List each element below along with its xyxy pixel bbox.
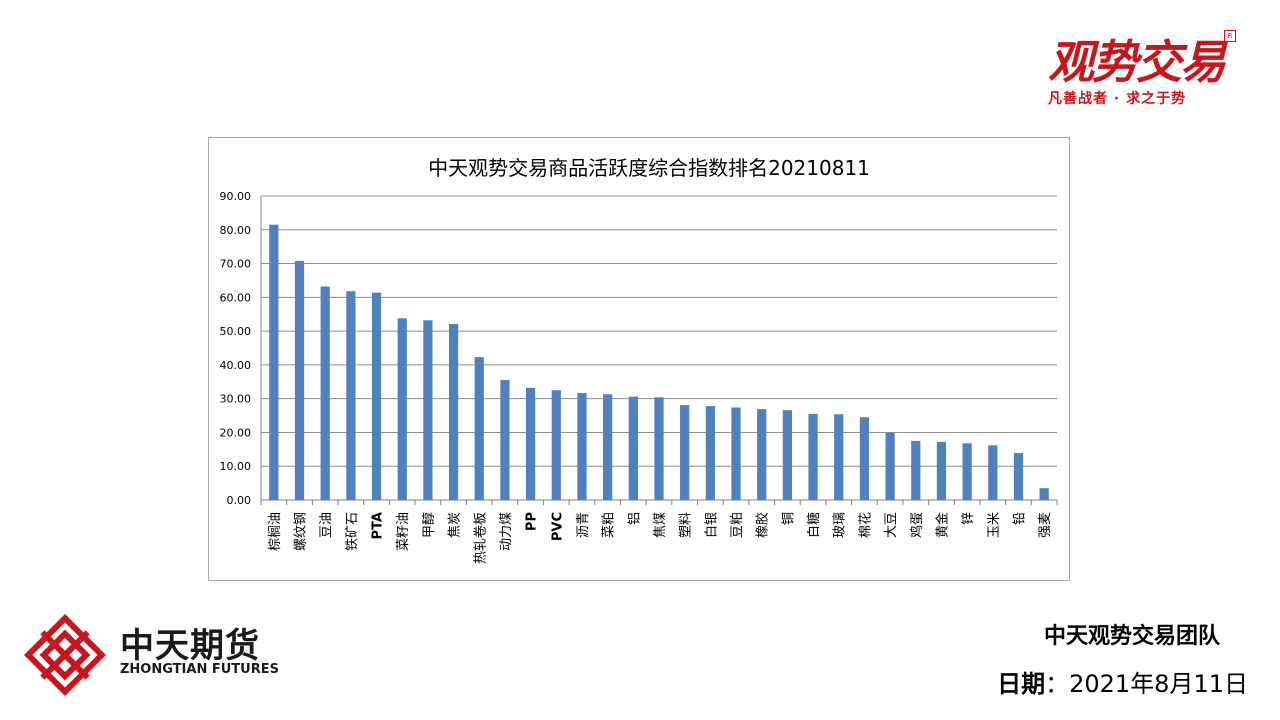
y-tick-label: 0.00: [227, 494, 252, 507]
bar: [628, 396, 638, 500]
x-tick-label: PTA: [371, 512, 386, 539]
bar: [1039, 488, 1049, 500]
bar: [500, 380, 510, 500]
bar: [757, 409, 767, 500]
bar: [269, 224, 279, 500]
x-tick-label: 铜: [781, 512, 796, 525]
bar: [448, 324, 459, 500]
bar: [1013, 453, 1024, 500]
x-tick-label: 热轧卷板: [472, 512, 488, 564]
bar: [294, 260, 305, 500]
bar: [577, 392, 587, 500]
y-tick-label: 20.00: [220, 426, 252, 439]
bar: [808, 413, 818, 500]
x-tick-label: 豆粕: [730, 512, 745, 538]
bar: [680, 405, 690, 500]
bar: [782, 410, 793, 500]
bar: [962, 443, 972, 500]
brand-logo: 观势交易 R 凡善战者 · 求之于势: [1040, 24, 1250, 114]
bar: [603, 394, 613, 500]
x-tick-label: 菜籽油: [396, 512, 411, 551]
x-tick-label: PVC: [550, 512, 565, 541]
x-tick-label: 强麦: [1038, 512, 1053, 538]
bar: [859, 417, 870, 500]
bar: [834, 414, 844, 500]
y-tick-label: 70.00: [220, 258, 252, 271]
chart-title: 中天观势交易商品活跃度综合指数排名20210811: [428, 156, 870, 180]
x-tick-label: 棕榈油: [268, 512, 283, 551]
x-tick-label: 焦炭: [448, 512, 463, 538]
bar: [936, 441, 947, 500]
y-tick-label: 80.00: [220, 224, 252, 237]
y-tick-label: 50.00: [220, 325, 252, 338]
company-name-en: ZHONGTIAN FUTURES: [120, 662, 279, 677]
x-tick-label: 焦煤: [653, 512, 668, 538]
x-tick-label: PP: [525, 512, 540, 531]
company-emblem-icon: [23, 613, 107, 697]
bar: [551, 390, 561, 500]
bar: [654, 397, 664, 500]
y-tick-label: 10.00: [220, 460, 252, 473]
team-name: 中天观势交易团队: [1043, 624, 1220, 649]
x-tick-label: 大豆: [884, 512, 899, 538]
bar: [423, 320, 433, 500]
bar: [911, 440, 921, 500]
x-tick-label: 锌: [961, 512, 976, 525]
brand-slogan: 凡善战者 · 求之于势: [1048, 91, 1187, 107]
bar: [346, 291, 356, 500]
bar-chart: 中天观势交易商品活跃度综合指数排名20210811 0.00 10.00 20.00 3…: [220, 156, 1058, 564]
x-tick-label: 棉花: [857, 512, 873, 538]
bar: [705, 406, 715, 500]
bar: [731, 407, 741, 500]
x-tick-label: 菜粕: [602, 512, 617, 538]
chart-panel: 中天观势交易商品活跃度综合指数排名20210811 0.00 10.00 20.00 3…: [208, 137, 1070, 581]
x-tick-label: 白糖: [806, 512, 822, 538]
bar: [371, 292, 382, 500]
x-tick-label: 铁矿石: [345, 512, 360, 551]
x-tick-label: 动力煤: [499, 512, 514, 551]
date-label: 日期: [997, 670, 1046, 698]
bar: [525, 387, 536, 500]
x-tick-label: 玻璃: [833, 512, 848, 538]
brand-wordmark: 观势交易: [1048, 35, 1226, 89]
date-line: 日期：2021年8月11日: [997, 664, 1248, 699]
x-tick-label: 豆油: [319, 512, 334, 538]
y-tick-label: 90.00: [220, 190, 252, 203]
x-tick-label: 橡胶: [755, 512, 771, 538]
bar: [474, 357, 484, 500]
x-tick-label: 白银: [703, 512, 719, 538]
company-name-cn: 中天期货: [120, 626, 260, 666]
bar: [320, 286, 330, 500]
y-tick-label: 60.00: [220, 291, 252, 304]
x-tick-label: 黄金: [934, 512, 950, 538]
x-tick-label: 螺纹钢: [294, 512, 309, 551]
x-tick-label: 沥青: [576, 512, 591, 538]
bar: [397, 318, 407, 500]
company-logo: 中天期货 ZHONGTIAN FUTURES: [22, 612, 282, 698]
date-value: 2021年8月11日: [1069, 670, 1248, 698]
bar: [988, 445, 998, 500]
x-tick-label: 塑料: [679, 512, 694, 538]
y-tick-label: 30.00: [220, 393, 252, 406]
x-tick-label: 铝: [627, 512, 642, 525]
x-tick-label: 玉米: [987, 512, 1002, 538]
x-tick-label: 甲醇: [421, 512, 437, 538]
bar: [885, 432, 895, 500]
x-tick-label: 鸡蛋: [909, 512, 925, 538]
x-tick-label: 铅: [1012, 512, 1027, 525]
registered-mark: R: [1224, 30, 1236, 42]
y-tick-label: 40.00: [220, 359, 252, 372]
date-separator: ：: [1045, 670, 1070, 698]
